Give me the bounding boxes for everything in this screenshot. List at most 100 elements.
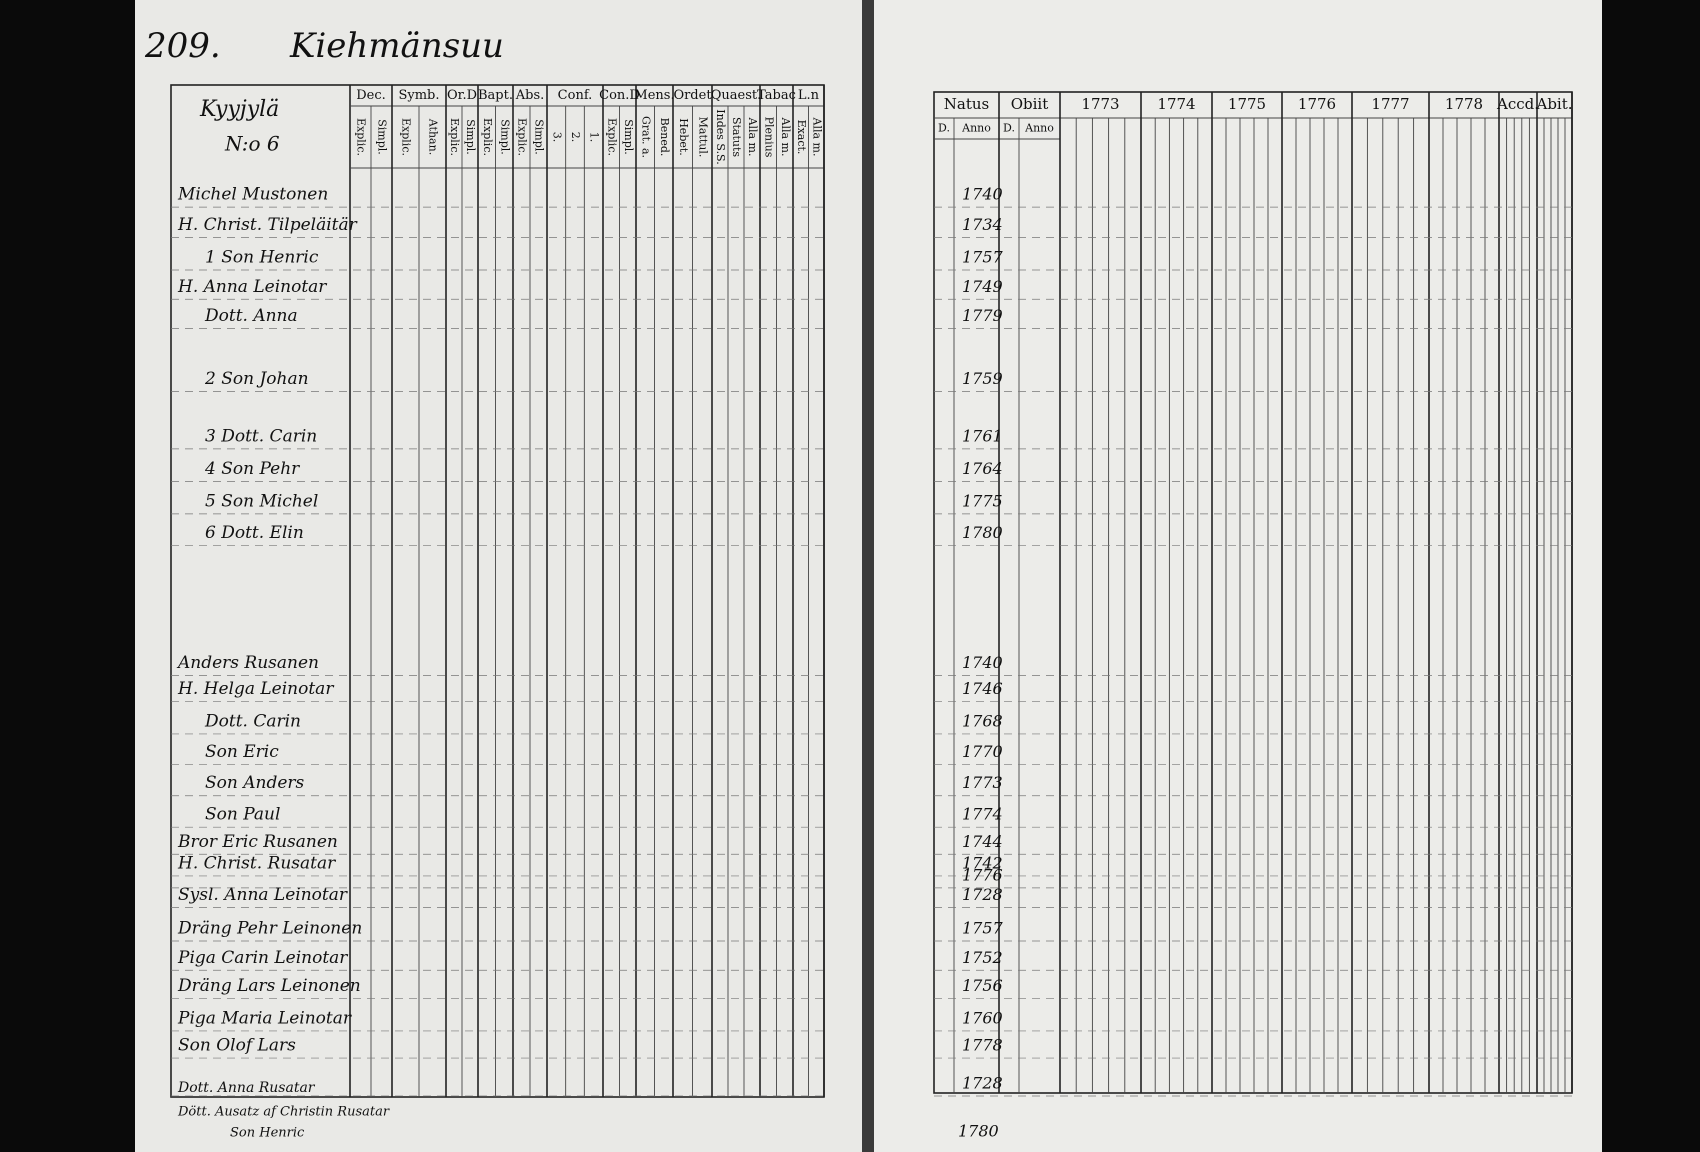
page-number: 209.: [144, 26, 221, 66]
birth-year: 1744: [962, 832, 1003, 851]
column-header: Bapt.: [478, 88, 513, 103]
column-header: L.n: [798, 88, 820, 103]
column-header: 1773: [1081, 95, 1119, 113]
margin-note: Son Henric: [230, 1126, 305, 1141]
birth-year: 1770: [962, 742, 1003, 761]
margin-note: 1780: [958, 1122, 999, 1141]
member-name: Sysl. Anna Leinotar: [178, 885, 348, 905]
column-header: Tabac: [757, 88, 796, 103]
birth-year: 1756: [962, 976, 1003, 995]
heading: Kiehmänsuu: [289, 26, 504, 66]
birth-year: 1742: [962, 853, 1003, 872]
birth-year: 1759: [962, 369, 1003, 388]
sub-header: Grat. a.: [639, 116, 652, 158]
column-header: 1774: [1157, 95, 1195, 113]
column-header: 1777: [1371, 95, 1409, 113]
member-name: 3 Dott. Carin: [205, 426, 317, 446]
sub-header: Explic.: [355, 118, 368, 156]
birth-year: 1746: [962, 679, 1003, 698]
sub-header: Alla m.: [810, 117, 823, 157]
sub-header: Alla m.: [746, 117, 759, 157]
member-name: H. Anna Leinotar: [177, 277, 327, 297]
column-header: Accd.: [1496, 95, 1539, 113]
sub-header: Mattul.: [696, 117, 709, 158]
column-header: Abs.: [515, 88, 545, 103]
birth-year: 1761: [962, 426, 1003, 445]
member-name: Anders Rusanen: [176, 653, 319, 673]
member-name: Piga Maria Leinotar: [177, 1008, 352, 1028]
member-name: 1 Son Henric: [205, 247, 319, 267]
sub-header: Indes S.S.: [714, 109, 727, 164]
member-name: Son Paul: [205, 805, 280, 825]
sub-header: Explic.: [516, 118, 529, 156]
column-header: Mens.: [634, 88, 674, 103]
birth-year: 1773: [962, 773, 1003, 792]
farm-name: Kyyjylä: [199, 97, 279, 122]
member-name: Michel Mustonen: [177, 185, 328, 205]
column-header: Natus: [944, 95, 989, 113]
birth-year: 1780: [962, 523, 1003, 542]
member-name: 6 Dott. Elin: [205, 523, 304, 543]
member-name: 2 Son Johan: [204, 369, 309, 389]
member-name: Bror Eric Rusanen: [177, 832, 338, 852]
sub-header: Alla m.: [779, 117, 792, 157]
birth-year: 1749: [962, 277, 1003, 296]
sub-header: Simpl.: [498, 119, 511, 155]
column-header: 1778: [1445, 95, 1483, 113]
member-name: H. Christ. Tilpeläitär: [177, 215, 358, 235]
sub-header: Statuts: [730, 117, 743, 157]
birth-year: 1752: [962, 948, 1003, 967]
member-name: Dott. Anna: [204, 306, 298, 326]
column-header: Abit.: [1535, 95, 1572, 113]
sub-header: Simpl.: [622, 119, 635, 155]
birth-year: 1728: [962, 885, 1003, 904]
birth-year: 1740: [962, 653, 1003, 672]
birth-year: 1757: [962, 247, 1004, 266]
sub-header: 1.: [588, 132, 601, 143]
member-name: Dott. Carin: [204, 711, 301, 731]
member-name: Son Olof Lars: [178, 1036, 296, 1056]
member-name: Son Anders: [205, 773, 305, 793]
birth-year: 1760: [962, 1008, 1003, 1027]
sub-header: Hebet.: [677, 118, 690, 156]
sub-header: Explic.: [605, 118, 618, 156]
member-name: Piga Carin Leinotar: [177, 948, 348, 968]
sub-header: Explic.: [400, 118, 413, 156]
sub-header: Simpl.: [376, 119, 389, 155]
margin-note: Dött. Ausatz af Christin Rusatar: [177, 1105, 390, 1120]
birth-year: 1740: [962, 185, 1003, 204]
column-header: Conf.: [558, 88, 593, 103]
member-name: H. Christ. Rusatar: [177, 853, 336, 873]
birth-year: 1779: [962, 306, 1003, 325]
birth-year: 1778: [962, 1036, 1003, 1055]
sub-header: 3.: [550, 132, 563, 143]
birth-year: 1757: [962, 918, 1004, 937]
sub-header: D.: [938, 122, 950, 135]
sub-header: Anno: [1024, 122, 1054, 135]
column-header: Symb.: [398, 88, 439, 103]
column-header: 1776: [1298, 95, 1336, 113]
right-page: [872, 0, 1602, 1152]
sub-header: Plenius: [762, 117, 775, 158]
birth-year: 1774: [962, 805, 1003, 824]
column-header: Or.D: [447, 88, 477, 103]
member-name: Dräng Lars Leinonen: [177, 976, 361, 996]
column-header: Obiit: [1011, 95, 1049, 113]
birth-year: 1728: [962, 1074, 1003, 1093]
birth-year: 1764: [962, 459, 1003, 478]
sub-header: Anno: [961, 122, 991, 135]
column-header: Quaest.: [711, 88, 762, 103]
margin-note: Dott. Anna Rusatar: [177, 1080, 316, 1096]
sub-header: Explic.: [481, 118, 494, 156]
column-header: Ordet: [673, 88, 712, 103]
column-header: Dec.: [356, 88, 386, 103]
sub-header: Exact.: [795, 120, 808, 155]
member-name: 5 Son Michel: [205, 491, 318, 511]
sub-header: Simpl.: [464, 119, 477, 155]
sub-header: Explic.: [448, 118, 461, 156]
column-header: Con.D: [599, 88, 640, 103]
member-name: Dräng Pehr Leinonen: [177, 918, 362, 938]
sub-header: D.: [1003, 122, 1015, 135]
sub-header: Simpl.: [533, 119, 546, 155]
